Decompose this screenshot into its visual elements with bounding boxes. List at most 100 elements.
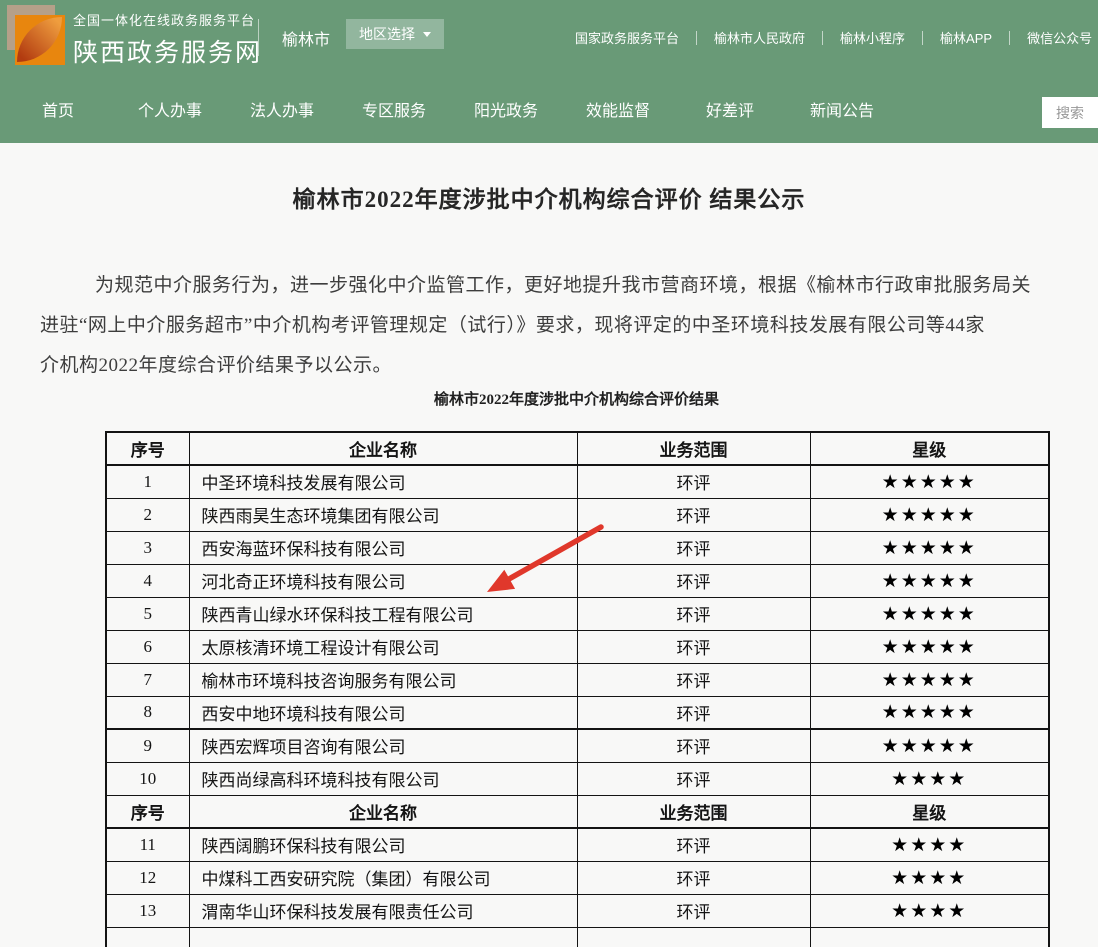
vertical-divider bbox=[696, 30, 698, 45]
row-number: 5 bbox=[105, 596, 190, 631]
current-city-label: 榆林市 bbox=[282, 32, 331, 49]
table-row: 3 西安海蓝环保科技有限公司 环评 ★★★★★ bbox=[105, 530, 1050, 565]
top-header: 全国一体化在线政务服务平台 陕西政务服务网 榆林市 地区选择 国家政务服务平台 … bbox=[0, 0, 1098, 75]
table-header-row: 序号 企业名称 业务范围 星级 bbox=[105, 431, 1050, 466]
column-header: 业务范围 bbox=[576, 431, 811, 466]
page-title: 榆林市2022年度涉批中介机构综合评价 结果公示 bbox=[292, 187, 806, 212]
table-row: 5 陕西青山绿水环保科技工程有限公司 环评 ★★★★★ bbox=[105, 596, 1050, 631]
platform-name: 全国一体化在线政务服务平台 bbox=[73, 13, 256, 28]
business-scope: 环评 bbox=[576, 695, 811, 730]
brand-block[interactable]: 全国一体化在线政务服务平台 陕西政务服务网 bbox=[73, 10, 262, 69]
link-mini-program[interactable]: 榆林小程序 bbox=[840, 31, 906, 46]
nav-item-supervision[interactable]: 效能监督 bbox=[585, 103, 650, 120]
star-rating bbox=[809, 926, 1050, 947]
star-rating: ★★★★ bbox=[809, 893, 1050, 928]
table-row: 13 渭南华山环保科技发展有限责任公司 环评 ★★★★ bbox=[105, 893, 1050, 928]
company-name: 西安海蓝环保科技有限公司 bbox=[188, 530, 578, 565]
column-header: 序号 bbox=[105, 794, 190, 829]
company-name bbox=[188, 926, 578, 947]
announcement-paragraph: 为规范中介服务行为，进一步强化中介监管工作，更好地提升我市营商环境，根据《榆林市… bbox=[0, 266, 1098, 386]
star-rating: ★★★★★ bbox=[809, 662, 1050, 697]
table-row: 2 陕西雨昊生态环境集团有限公司 环评 ★★★★★ bbox=[105, 497, 1050, 532]
table-row: 7 榆林市环境科技咨询服务有限公司 环评 ★★★★★ bbox=[105, 662, 1050, 697]
paragraph-line: 为规范中介服务行为，进一步强化中介监管工作，更好地提升我市营商环境，根据《榆林市… bbox=[95, 275, 1032, 296]
star-rating: ★★★★★ bbox=[809, 530, 1050, 565]
results-table-body: 序号 企业名称 业务范围 星级 1 中圣环境科技发展有限公司 环评 ★★★★★ 2 陕西雨昊生态环… bbox=[105, 431, 1050, 947]
business-scope: 环评 bbox=[576, 860, 811, 895]
column-header: 序号 bbox=[105, 431, 190, 466]
column-header: 企业名称 bbox=[188, 794, 578, 829]
company-name: 榆林市环境科技咨询服务有限公司 bbox=[188, 662, 578, 697]
business-scope: 环评 bbox=[576, 728, 811, 763]
row-number: 8 bbox=[105, 695, 190, 730]
company-name: 陕西青山绿水环保科技工程有限公司 bbox=[188, 596, 578, 631]
company-name: 河北奇正环境科技有限公司 bbox=[188, 563, 578, 598]
table-row: 12 中煤科工西安研究院（集团）有限公司 环评 ★★★★ bbox=[105, 860, 1050, 895]
star-rating: ★★★★★ bbox=[809, 464, 1050, 499]
link-city-app[interactable]: 榆林APP bbox=[940, 31, 993, 46]
nav-item-home[interactable]: 首页 bbox=[41, 103, 74, 120]
column-header: 业务范围 bbox=[576, 794, 811, 829]
business-scope bbox=[576, 926, 811, 947]
business-scope: 环评 bbox=[576, 596, 811, 631]
announcement-document: 榆林市2022年度涉批中介机构综合评价 结果公示 为规范中介服务行为，进一步强化… bbox=[0, 143, 1098, 947]
star-rating: ★★★★★ bbox=[809, 695, 1050, 730]
company-name: 陕西尚绿高科环境科技有限公司 bbox=[188, 761, 578, 796]
star-rating: ★★★★★ bbox=[809, 629, 1050, 664]
business-scope: 环评 bbox=[576, 662, 811, 697]
row-number: 6 bbox=[105, 629, 190, 664]
paragraph-line: 进驻“网上中介服务超市”中介机构考评管理规定（试行）》要求，现将评定的中圣环境科… bbox=[40, 315, 985, 336]
company-name: 太原核清环境工程设计有限公司 bbox=[188, 629, 578, 664]
evaluation-results-table: 序号 企业名称 业务范围 星级 1 中圣环境科技发展有限公司 环评 ★★★★★ 2 陕西雨昊生态环… bbox=[105, 431, 1050, 947]
company-name: 西安中地环境科技有限公司 bbox=[188, 695, 578, 730]
row-number: 4 bbox=[105, 563, 190, 598]
vertical-divider bbox=[922, 30, 924, 45]
link-city-government[interactable]: 榆林市人民政府 bbox=[714, 31, 806, 46]
search-input[interactable] bbox=[1042, 97, 1098, 128]
row-number: 3 bbox=[105, 530, 190, 565]
table-row: 10 陕西尚绿高科环境科技有限公司 环评 ★★★★ bbox=[105, 761, 1050, 796]
link-national-platform[interactable]: 国家政务服务平台 bbox=[575, 31, 680, 46]
table-row: 8 西安中地环境科技有限公司 环评 ★★★★★ bbox=[105, 695, 1050, 730]
main-nav: 首页 个人办事 法人办事 专区服务 阳光政务 效能监督 好差评 新闻公告 bbox=[0, 75, 1098, 143]
business-scope: 环评 bbox=[576, 497, 811, 532]
business-scope: 环评 bbox=[576, 629, 811, 664]
business-scope: 环评 bbox=[576, 464, 811, 499]
paragraph-line: 介机构2022年度综合评价结果予以公示。 bbox=[40, 355, 393, 376]
nav-item-rating[interactable]: 好差评 bbox=[705, 103, 754, 120]
business-scope: 环评 bbox=[576, 893, 811, 928]
table-row: 4 河北奇正环境科技有限公司 环评 ★★★★★ bbox=[105, 563, 1050, 598]
nav-item-special-zone[interactable]: 专区服务 bbox=[361, 103, 426, 120]
row-number: 9 bbox=[105, 728, 190, 763]
table-row: 11 陕西阔鹏环保科技有限公司 环评 ★★★★ bbox=[105, 827, 1050, 862]
column-header: 企业名称 bbox=[188, 431, 578, 466]
nav-item-open-gov[interactable]: 阳光政务 bbox=[473, 103, 538, 120]
vertical-divider bbox=[822, 30, 824, 45]
quick-links: 国家政务服务平台 榆林市人民政府 榆林小程序 榆林APP 微信公众号 注册 bbox=[575, 0, 1098, 75]
row-number: 7 bbox=[105, 662, 190, 697]
row-number: 2 bbox=[105, 497, 190, 532]
link-wechat-account[interactable]: 微信公众号 bbox=[1027, 31, 1093, 46]
region-selector-button[interactable]: 地区选择 bbox=[346, 19, 444, 49]
row-number: 12 bbox=[105, 860, 190, 895]
table-row: 9 陕西宏辉项目咨询有限公司 环评 ★★★★★ bbox=[105, 728, 1050, 763]
table-row: 1 中圣环境科技发展有限公司 环评 ★★★★★ bbox=[105, 464, 1050, 499]
table-row bbox=[105, 926, 1050, 947]
nav-item-news[interactable]: 新闻公告 bbox=[809, 103, 874, 120]
nav-item-personal[interactable]: 个人办事 bbox=[137, 103, 202, 120]
site-name: 陕西政务服务网 bbox=[73, 39, 263, 67]
column-header: 星级 bbox=[809, 431, 1050, 466]
star-rating: ★★★★★ bbox=[809, 596, 1050, 631]
row-number: 1 bbox=[105, 464, 190, 499]
nav-item-corporate[interactable]: 法人办事 bbox=[249, 103, 314, 120]
site-logo-icon[interactable] bbox=[7, 5, 67, 67]
company-name: 陕西宏辉项目咨询有限公司 bbox=[188, 728, 578, 763]
company-name: 陕西雨昊生态环境集团有限公司 bbox=[188, 497, 578, 532]
logo-leaf-icon bbox=[17, 17, 62, 62]
company-name: 渭南华山环保科技发展有限责任公司 bbox=[188, 893, 578, 928]
star-rating: ★★★★ bbox=[809, 860, 1050, 895]
star-rating: ★★★★★ bbox=[809, 728, 1050, 763]
column-header: 星级 bbox=[809, 794, 1050, 829]
row-number: 13 bbox=[105, 893, 190, 928]
